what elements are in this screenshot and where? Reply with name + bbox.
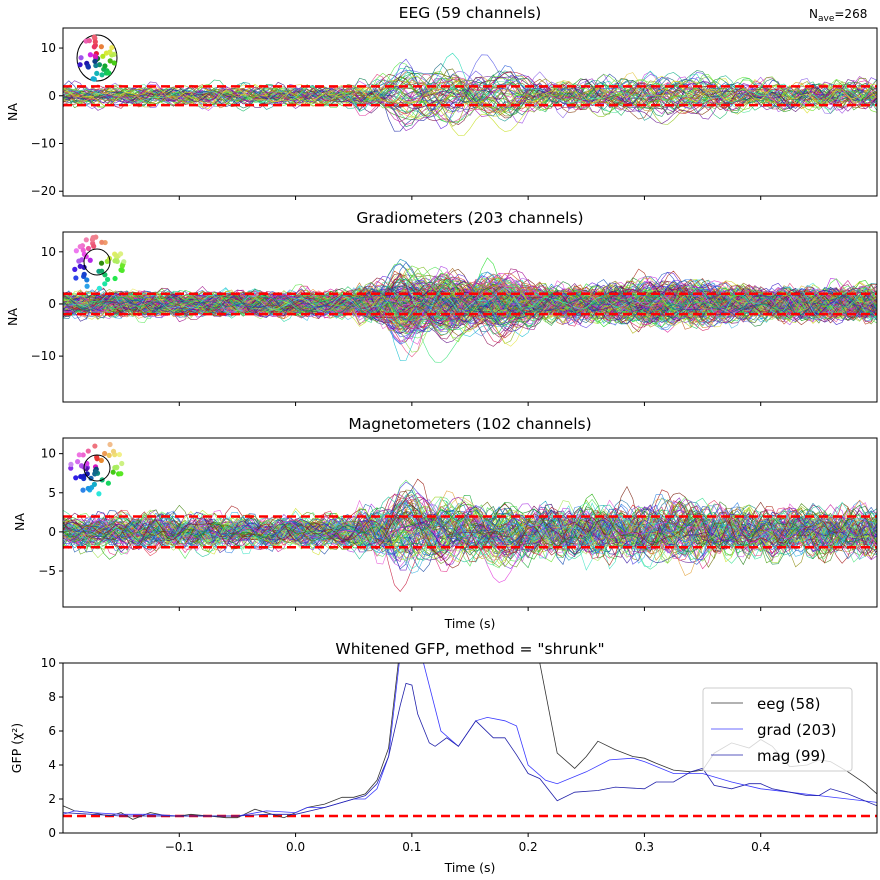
mag-channel-trace	[63, 498, 877, 569]
grad-channel-trace	[63, 285, 877, 324]
eeg-channel-trace	[63, 77, 877, 130]
grad-ylabel: NA	[5, 308, 20, 326]
grad-channel-trace	[63, 278, 877, 322]
eeg-channel-trace	[63, 77, 877, 125]
eeg-channel-trace	[63, 79, 877, 116]
sensor-topomap-icon	[68, 441, 125, 497]
legend: eeg (58) grad (203) mag (99)	[702, 687, 853, 772]
eeg-channel-trace	[63, 75, 877, 119]
grad-channel-trace	[63, 285, 877, 340]
grad-channel-trace	[63, 288, 877, 332]
xtick-label: 0.0	[286, 840, 305, 854]
gfp-frame	[62, 662, 878, 834]
ytick-label: 10	[41, 41, 56, 55]
eeg-channel-trace	[63, 65, 877, 117]
eeg-channel-trace	[63, 76, 877, 113]
mag-ylabel: NA	[12, 513, 27, 531]
mag-channel-trace	[63, 502, 877, 548]
eeg-channel-trace	[63, 65, 877, 112]
grad-channel-trace	[63, 280, 877, 326]
mag-xlabel: Time (s)	[444, 616, 496, 631]
mag-channel-trace	[63, 501, 877, 560]
xtick-label: −0.1	[165, 840, 194, 854]
grad-axes: 10 0 −10	[31, 231, 878, 406]
ytick-label: 8	[48, 690, 56, 704]
grad-frame	[62, 231, 878, 403]
grad-plot-area	[63, 257, 877, 363]
legend-label-eeg: eeg (58)	[757, 695, 821, 713]
grad-channel-trace	[63, 281, 877, 320]
legend-label-mag: mag (99)	[757, 747, 826, 765]
ytick-label: −10	[31, 137, 56, 151]
eeg-channel-trace	[63, 71, 877, 125]
mag-frame	[62, 437, 878, 608]
ytick-label: 5	[48, 486, 56, 500]
ytick-label: 0	[48, 297, 56, 311]
eeg-channel-trace	[63, 70, 877, 127]
ytick-label: 0	[48, 826, 56, 840]
mag-plot-area	[63, 478, 877, 592]
eeg-axes: 10 0 −10 −20	[31, 27, 878, 200]
mag-channel-trace	[63, 500, 877, 555]
eeg-channel-trace	[63, 76, 877, 113]
ytick-label: 10	[41, 656, 56, 670]
ytick-label: 2	[48, 792, 56, 806]
legend-box	[702, 687, 853, 772]
ytick-label: 0	[48, 89, 56, 103]
grad-channel-trace	[63, 289, 877, 335]
gfp-axes: 0 2 4 6 8 10 −0.1 0.0 0.1 0.2 0.3 0.4	[41, 656, 878, 854]
sensor-topomap-icon	[76, 34, 118, 82]
mag-axes: 10 5 0 −5	[38, 437, 878, 611]
eeg-channel-trace	[63, 80, 877, 120]
ytick-label: 6	[48, 724, 56, 738]
gfp-xlabel: Time (s)	[444, 860, 496, 875]
xtick-label: 0.2	[519, 840, 538, 854]
grad-title: Gradiometers (203 channels)	[356, 209, 583, 227]
nave-label: Nave=268	[809, 7, 867, 24]
mag-channel-trace	[63, 481, 877, 565]
eeg-channel-trace	[63, 76, 877, 112]
mag-title: Magnetometers (102 channels)	[348, 415, 591, 433]
gfp-series-eeg	[63, 663, 877, 820]
gfp-plot-area	[63, 663, 877, 820]
xtick-label: 0.1	[402, 840, 421, 854]
ytick-label: −20	[31, 184, 56, 198]
gfp-series-mag	[63, 682, 877, 817]
gfp-title: Whitened GFP, method = "shrunk"	[335, 640, 604, 658]
eeg-frame	[62, 27, 878, 197]
mag-channel-trace	[63, 485, 877, 560]
ytick-label: 10	[41, 447, 56, 461]
gfp-ylabel: GFP (χ²)	[9, 723, 24, 773]
ytick-label: 10	[41, 245, 56, 259]
mag-channel-trace	[63, 506, 877, 571]
mag-channel-trace	[63, 505, 877, 583]
ytick-label: 4	[48, 758, 56, 772]
ytick-label: −10	[31, 349, 56, 363]
ytick-label: −5	[38, 564, 56, 578]
eeg-plot-area	[63, 52, 877, 136]
sensor-topomap-icon	[72, 234, 127, 291]
eeg-ylabel: NA	[5, 103, 20, 121]
xtick-label: 0.4	[751, 840, 770, 854]
ytick-label: 0	[48, 525, 56, 539]
legend-label-grad: grad (203)	[757, 721, 837, 739]
mag-channel-trace	[63, 496, 877, 563]
eeg-title: EEG (59 channels)	[399, 4, 542, 22]
xtick-label: 0.3	[635, 840, 654, 854]
mag-channel-trace	[63, 506, 877, 562]
